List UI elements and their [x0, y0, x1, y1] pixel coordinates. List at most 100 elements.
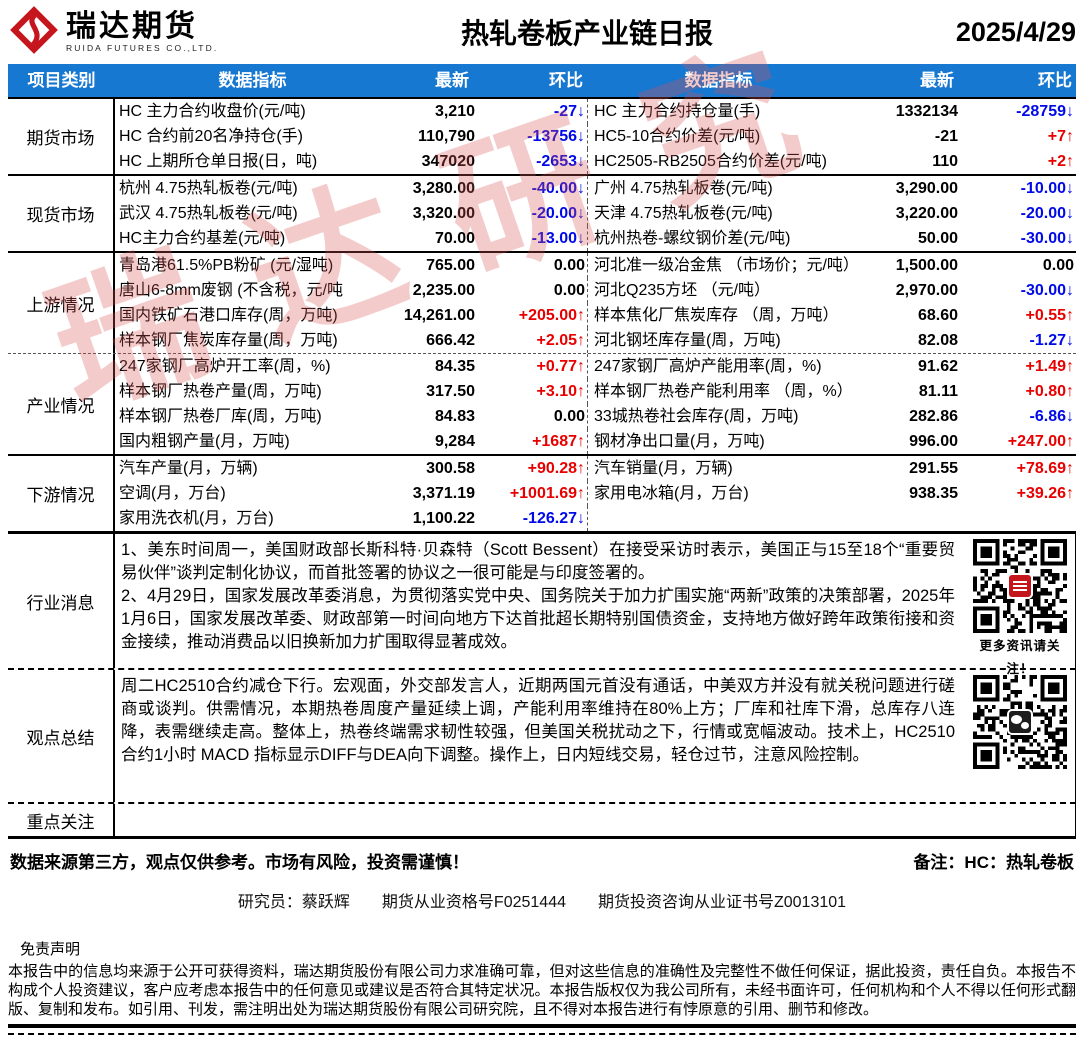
change-value: -13.00↓ — [531, 230, 585, 247]
change-value: +0.55↑ — [1025, 307, 1074, 324]
latest-value: 68.60 — [917, 307, 958, 324]
indicator-cell: 247家钢厂高炉开工率(周，%) — [119, 358, 331, 375]
indicator-cell: 样本钢厂焦炭库存量(周，万吨) — [119, 332, 338, 349]
indicator-cell: 样本焦化厂焦炭库存 （周，万吨） — [587, 303, 850, 328]
indicator-cell: 河北钢坯库存量(周，万吨) — [587, 328, 850, 353]
indicator-cell: 国内铁矿石港口库存(周，万吨) — [119, 307, 338, 324]
latest-value: 14,261.00 — [403, 307, 475, 324]
col-header-change-left: 环比 — [549, 71, 583, 90]
latest-value: 282.86 — [909, 408, 958, 425]
change-value: -6.86↓ — [1029, 408, 1074, 425]
latest-value: 1,500.00 — [895, 257, 958, 274]
qr-code — [973, 539, 1067, 633]
change-value: +1001.69↑ — [509, 485, 585, 502]
change-value: +1687↑ — [532, 433, 585, 450]
table-row: HC 合约前20名净持仓(手) 110,790 -13756↓ HC5-10合约价差(… — [115, 124, 1076, 149]
table-row: 汽车产量(月，万辆) 300.58 +90.28↑ 汽车销量(月，万辆) 291.55 +… — [115, 456, 1076, 481]
news-paragraph: 1、美东时间周一，美国财政部长斯科特·贝森特（Scott Bessent）在接受… — [121, 541, 955, 582]
indicator-cell: HC主力合约基差(元/吨) — [119, 230, 286, 247]
group-category: 现货市场 — [8, 176, 115, 251]
change-value: -13756↓ — [527, 128, 585, 145]
key-focus-body — [115, 804, 1076, 836]
table-row: 样本钢厂焦炭库存量(周，万吨) 666.42 +2.05↑ 河北钢坯库存量(周，万吨)… — [115, 328, 1076, 353]
change-value: -30.00↓ — [1020, 230, 1074, 247]
brand-subtitle: RUIDA FUTURES CO.,LTD. — [66, 43, 219, 53]
brand-text: 瑞达期货 RUIDA FUTURES CO.,LTD. — [66, 10, 219, 54]
bottom-solid-divider — [8, 1024, 1076, 1028]
indicator-cell: 青岛港61.5%PB粉矿 (元/湿吨) — [119, 257, 334, 274]
table-row: 空调(月，万台) 3,371.19 +1001.69↑ 家用电冰箱(月，万台) 938.… — [115, 481, 1076, 506]
change-value: +0.80↑ — [1025, 383, 1074, 400]
col-header-latest-left: 最新 — [435, 71, 469, 90]
indicator-cell: 247家钢厂高炉产能用率(周，%) — [587, 354, 850, 379]
change-value: 0.00 — [553, 257, 585, 274]
brand-block: 瑞达期货 RUIDA FUTURES CO.,LTD. — [8, 4, 308, 61]
table-row: 武汉 4.75热轧板卷(元/吨) 3,320.00 -20.00↓ 天津 4.75热轧… — [115, 201, 1076, 226]
group-category: 上游情况 — [8, 253, 115, 353]
indicator-cell: 样本钢厂热卷厂库(周，万吨) — [119, 408, 322, 425]
report-title: 热轧卷板产业链日报 — [460, 18, 713, 49]
indicator-cell: 天津 4.75热轧板卷(元/吨) — [587, 201, 850, 226]
view-summary-body: 周二HC2510合约减仓下行。宏观面，外交部发言人，近期两国元首没有通话，中美双… — [115, 670, 1076, 802]
risk-note: 数据来源第三方，观点仅供参考。市场有风险，投资需谨慎！ — [10, 853, 469, 872]
indicator-cell: HC2505-RB2505合约价差(元/吨) — [587, 149, 850, 174]
brand-name: 瑞达期货 — [66, 10, 198, 43]
indicator-cell: HC 合约前20名净持仓(手) — [119, 128, 304, 145]
section-category-label: 行业消息 — [8, 534, 115, 668]
latest-value: 82.08 — [917, 332, 958, 349]
table-row: 样本钢厂热卷产量(周，万吨) 317.50 +3.10↑ 样本钢厂热卷产能利用率 （周… — [115, 379, 1076, 404]
latest-value — [850, 506, 960, 531]
change-value: -30.00↓ — [1020, 282, 1074, 299]
latest-value: -21 — [934, 128, 958, 145]
table-row: HC主力合约基差(元/吨) 70.00 -13.00↓ 杭州热卷-螺纹钢价差(元/吨)… — [115, 226, 1076, 251]
latest-value: 3,371.19 — [412, 485, 475, 502]
indicator-cell: 汽车产量(月，万辆) — [119, 460, 258, 477]
indicator-cell: HC 主力合约持仓量(手) — [587, 99, 850, 124]
change-value — [960, 506, 1076, 531]
change-value: -2653↓ — [536, 153, 585, 170]
table-row: 247家钢厂高炉开工率(周，%) 84.35 +0.77↑ 247家钢厂高炉产能用率(… — [115, 354, 1076, 379]
latest-value: 765.00 — [426, 257, 475, 274]
bottom-dashed-divider — [8, 1033, 1076, 1035]
indicator-cell: 广州 4.75热轧板卷(元/吨) — [587, 176, 850, 201]
indicator-cell — [587, 506, 850, 531]
group-category: 期货市场 — [8, 99, 115, 174]
indicator-cell: 河北准一级冶金焦 （市场价；元/吨） — [587, 253, 850, 278]
indicator-cell: 33城热卷社会库存(周，万吨) — [587, 404, 850, 429]
disclaimer-title: 免责声明 — [20, 941, 81, 958]
news-qr-block: 更多资讯请关注！ — [973, 539, 1067, 681]
indicator-cell: 唐山6-8mm废钢 (不含税，元/吨 — [119, 282, 344, 299]
section-view-summary: 观点总结 周二HC2510合约减仓下行。宏观面，外交部发言人，近期两国元首没有通… — [8, 668, 1076, 802]
qr-logo-text-lines — [1013, 581, 1027, 591]
qr-center-logo — [1007, 573, 1033, 599]
risk-note-row: 数据来源第三方，观点仅供参考。市场有风险，投资需谨慎！ 备注：HC：热轧卷板 — [8, 839, 1076, 873]
group-category: 产业情况 — [8, 354, 115, 454]
change-value: 0.00 — [553, 282, 585, 299]
indicator-cell: HC 主力合约收盘价(元/吨) — [119, 103, 306, 120]
table-row: HC 主力合约收盘价(元/吨) 3,210 -27↓ HC 主力合约持仓量(手) 133… — [115, 99, 1076, 124]
change-value: -126.27↓ — [522, 510, 585, 527]
latest-value: 84.35 — [434, 358, 475, 375]
section-category-label: 重点关注 — [8, 804, 115, 836]
report-date: 2025/4/29 — [955, 16, 1076, 47]
indicator-cell: 空调(月，万台) — [119, 485, 226, 502]
latest-value: 1332134 — [895, 103, 958, 120]
table-group: 下游情况 汽车产量(月，万辆) 300.58 +90.28↑ 汽车销量(月，万辆) 291… — [8, 454, 1076, 531]
change-value: +1.49↑ — [1025, 358, 1074, 375]
col-header-indicator-right: 数据指标 — [684, 71, 753, 90]
change-value: -40.00↓ — [531, 180, 585, 197]
qr-code — [973, 675, 1067, 769]
table-header-row: 项目类别 数据指标 最新 环比 数据指标 最新 环比 — [8, 64, 1076, 97]
latest-value: 3,290.00 — [895, 180, 958, 197]
table-row: 青岛港61.5%PB粉矿 (元/湿吨) 765.00 0.00 河北准一级冶金焦 （市… — [115, 253, 1076, 278]
change-value: -1.27↓ — [1029, 332, 1074, 349]
latest-value: 3,320.00 — [412, 205, 475, 222]
latest-value: 3,220.00 — [895, 205, 958, 222]
report-header: 瑞达期货 RUIDA FUTURES CO.,LTD. 热轧卷板产业链日报 20… — [8, 0, 1076, 64]
change-value: -20.00↓ — [531, 205, 585, 222]
change-value: -27↓ — [553, 103, 585, 120]
latest-value: 110,790 — [418, 128, 475, 145]
change-value: +78.69↑ — [1016, 460, 1074, 477]
change-value: -20.00↓ — [1020, 205, 1074, 222]
